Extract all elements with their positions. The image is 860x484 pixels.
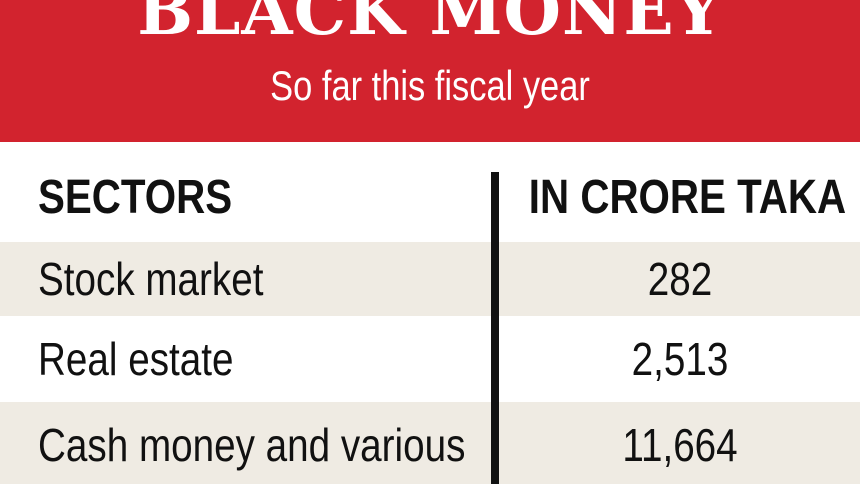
- column-header-sectors: SECTORS: [38, 171, 233, 224]
- chart-subtitle: So far this fiscal year: [270, 62, 590, 109]
- sector-label: Cash money and various: [38, 419, 466, 471]
- chart-title: BLACK MONEY: [137, 0, 723, 50]
- data-table: SECTORS IN CRORE TAKA Stock market 282 R…: [0, 142, 860, 484]
- column-header-value: IN CRORE TAKA: [528, 171, 847, 224]
- sector-label: Real estate: [38, 333, 234, 385]
- sector-value: 282: [647, 253, 713, 305]
- table-header-row: SECTORS IN CRORE TAKA: [0, 142, 860, 242]
- title-banner: BLACK MONEY So far this fiscal year: [0, 0, 860, 142]
- table-row: Real estate 2,513: [0, 316, 860, 402]
- table-row: Cash money and various 11,664: [0, 402, 860, 484]
- sector-label: Stock market: [38, 253, 264, 305]
- sector-value: 2,513: [631, 333, 729, 385]
- column-divider: [491, 172, 499, 484]
- table-row: Stock market 282: [0, 242, 860, 316]
- sector-value: 11,664: [622, 419, 738, 471]
